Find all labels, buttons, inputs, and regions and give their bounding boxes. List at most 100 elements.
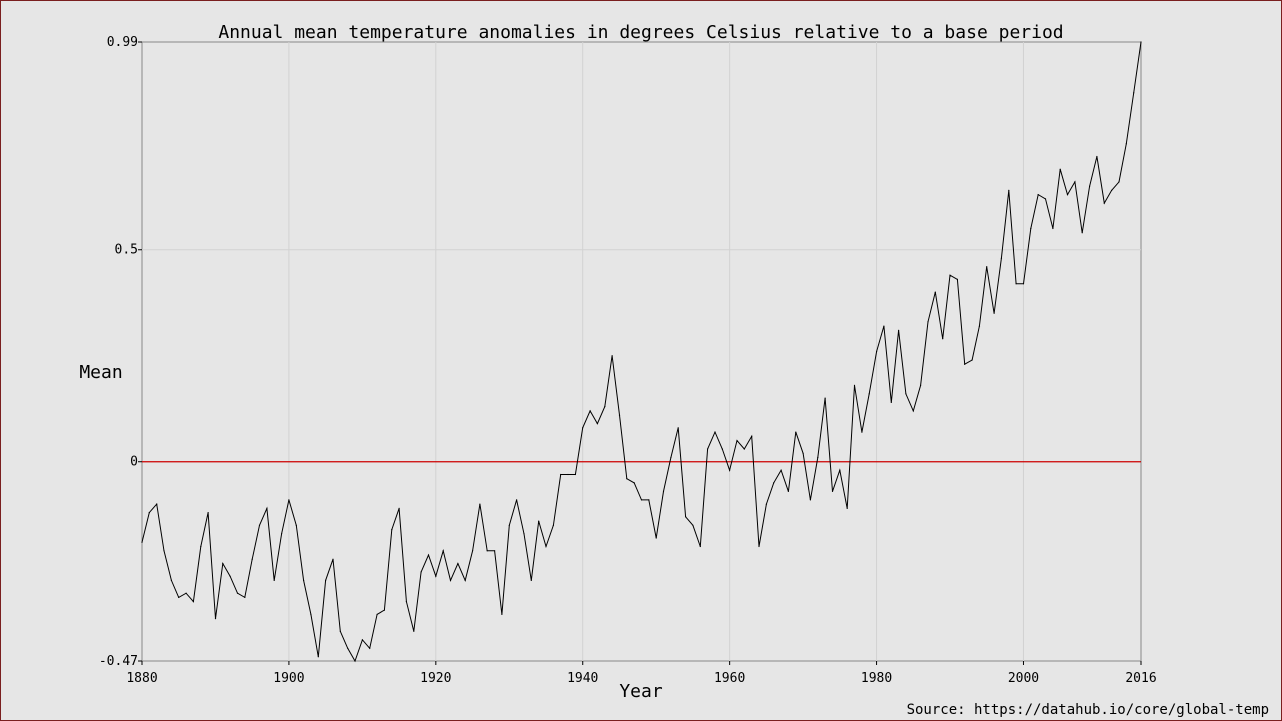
data-point [391, 529, 393, 531]
data-point [207, 512, 209, 514]
data-point [332, 558, 334, 560]
data-point [354, 660, 356, 662]
data-point [1111, 189, 1113, 191]
data-point [560, 473, 562, 476]
data-point [464, 579, 466, 582]
x-tick-label: 1900 [273, 671, 304, 686]
data-point [802, 452, 804, 454]
data-point [1133, 92, 1135, 94]
data-point [178, 596, 180, 599]
data-point [1044, 198, 1047, 200]
data-point [1008, 189, 1010, 191]
data-point [692, 524, 694, 526]
data-point [685, 516, 687, 518]
data-point [148, 512, 150, 514]
data-point [1015, 283, 1017, 285]
data-point [303, 579, 305, 582]
data-point [758, 545, 760, 548]
data-point [1022, 283, 1025, 285]
data-point [200, 545, 202, 548]
data-point [1089, 185, 1091, 187]
data-point [516, 499, 518, 501]
data-point [281, 533, 283, 535]
data-point [427, 554, 430, 556]
x-tick-label: 1960 [714, 671, 745, 686]
data-point [1125, 143, 1127, 145]
y-axis: -0.47 0 0.5 0.99 [99, 35, 142, 669]
data-point [780, 469, 782, 471]
data-point [1066, 194, 1069, 196]
data-point [611, 355, 613, 357]
data-point [501, 613, 503, 616]
data-point [905, 393, 907, 395]
data-point [494, 550, 496, 552]
data-point [648, 499, 650, 501]
data-points [141, 41, 1142, 662]
x-axis-label: Year [619, 681, 663, 702]
data-point [295, 524, 297, 526]
data-point [325, 579, 327, 582]
x-tick-label: 1940 [567, 671, 598, 686]
data-point [582, 427, 584, 429]
data-point [244, 596, 246, 599]
data-point [633, 482, 635, 484]
data-point [707, 448, 709, 450]
data-point [442, 550, 444, 552]
data-point [920, 384, 922, 386]
x-tick-label: 2000 [1008, 671, 1039, 686]
data-point [508, 524, 510, 526]
data-point [163, 550, 165, 552]
data-point [898, 329, 900, 331]
data-point [156, 503, 158, 505]
data-point [743, 448, 745, 450]
data-point [258, 524, 261, 526]
plot-area [141, 41, 1142, 662]
data-point [773, 482, 775, 484]
data-point [449, 579, 452, 582]
data-point [956, 278, 959, 280]
data-point [538, 520, 540, 522]
data-point [347, 647, 349, 649]
data-point [1052, 227, 1054, 230]
data-point [787, 490, 790, 492]
data-point [222, 562, 224, 565]
data-point [993, 312, 995, 314]
data-point [927, 321, 929, 323]
data-point [596, 423, 599, 425]
data-point [640, 499, 643, 501]
data-point [949, 274, 951, 276]
data-point [751, 435, 753, 437]
source-note: Source: https://datahub.io/core/global-t… [907, 702, 1269, 718]
y-tick-label: 0.99 [107, 35, 138, 50]
data-point [1096, 155, 1098, 158]
y-tick-label: -0.47 [99, 654, 138, 669]
data-point [912, 410, 914, 412]
data-point [1103, 202, 1105, 204]
x-axis: 1880 1900 1920 1940 1960 1980 2000 2016 [126, 661, 1157, 686]
y-tick-label: 0 [130, 455, 138, 470]
data-point [589, 410, 591, 412]
data-point [677, 427, 679, 429]
data-point [831, 490, 834, 492]
data-point [376, 613, 378, 616]
data-point [236, 592, 239, 594]
data-point [545, 545, 547, 548]
data-point [472, 550, 474, 552]
x-tick-label: 1920 [420, 671, 451, 686]
data-point [266, 507, 268, 509]
data-point [435, 575, 437, 577]
y-axis-label: Mean [79, 362, 122, 383]
data-point [1118, 181, 1120, 183]
data-point [853, 384, 856, 386]
data-point [273, 579, 275, 582]
data-point [567, 473, 569, 476]
data-point [604, 406, 606, 408]
data-point [809, 499, 812, 501]
data-point [978, 325, 981, 327]
data-point [141, 541, 143, 543]
data-point [405, 601, 407, 603]
data-point [662, 490, 665, 492]
data-point [817, 456, 819, 459]
